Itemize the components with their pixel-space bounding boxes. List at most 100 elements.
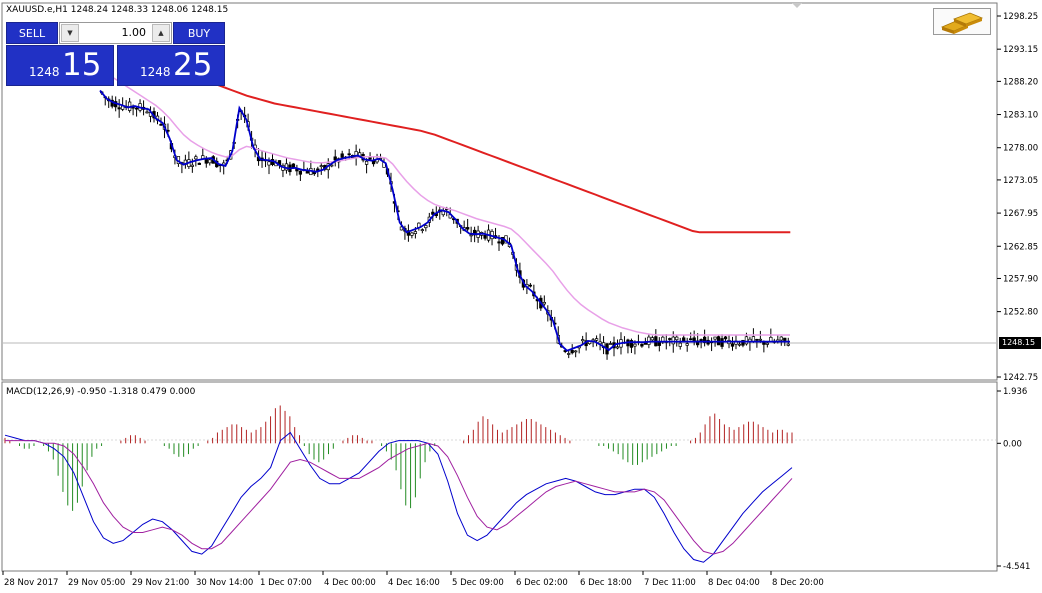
candle-body <box>608 343 613 345</box>
candle-body <box>737 343 742 346</box>
candle-body <box>713 336 717 340</box>
buy-price-major: 1248 <box>140 65 171 79</box>
time-tick-label: 8 Dec 04:00 <box>708 578 760 588</box>
candle-body <box>581 339 585 342</box>
candle-body <box>668 338 672 340</box>
price-tick-label: 1257.90 <box>1003 274 1038 284</box>
candle-body <box>330 164 334 167</box>
macd-tick-label: -4.541 <box>1003 562 1030 572</box>
candle-body <box>744 336 749 345</box>
price-tick-label: 1288.20 <box>1003 77 1038 87</box>
candle-body <box>159 123 163 126</box>
buy-button[interactable]: BUY <box>173 22 225 44</box>
candle-body <box>364 160 369 165</box>
candle-body <box>640 344 644 347</box>
lot-increase-button[interactable]: ▲ <box>152 24 170 42</box>
one-click-trading-panel: SELL ▼ 1.00 ▲ BUY 1248 15 1248 25 <box>6 22 225 86</box>
candle-body <box>657 342 661 346</box>
candle-body <box>567 353 571 355</box>
sell-price-major: 1248 <box>29 65 60 79</box>
candle-body <box>650 337 654 341</box>
price-tick-label: 1242.75 <box>1003 373 1038 383</box>
gold-bars-icon <box>933 8 991 35</box>
candle-body <box>702 336 707 343</box>
candle-body <box>678 342 682 347</box>
price-tick-label: 1293.15 <box>1003 45 1038 55</box>
candle-body <box>615 346 620 349</box>
price-tick-label: 1298.25 <box>1003 12 1038 22</box>
candle-body <box>786 343 790 346</box>
candle-body <box>685 343 689 346</box>
candle-body <box>305 170 309 174</box>
slow-moving-average-line <box>99 69 790 336</box>
lot-size-value[interactable]: 1.00 <box>121 26 147 39</box>
candle-body <box>431 211 435 215</box>
candle-body <box>347 153 351 156</box>
time-tick-label: 4 Dec 16:00 <box>388 578 440 588</box>
sell-button[interactable]: SELL <box>6 22 58 44</box>
candle-body <box>298 170 303 175</box>
candle-body <box>340 153 344 158</box>
candle-body <box>723 336 728 340</box>
sell-price-button[interactable]: 1248 15 <box>6 45 114 86</box>
candle-body <box>570 350 574 354</box>
candle-body <box>145 111 149 114</box>
candle-body <box>208 159 212 164</box>
candle-body <box>730 343 735 347</box>
time-tick-label: 6 Dec 02:00 <box>516 578 568 588</box>
time-axis: 28 Nov 2017 29 Nov 05:00 29 Nov 21:00 30 No… <box>2 571 824 588</box>
macd-tick-label: 0.00 <box>1003 439 1022 449</box>
macd-axis: 1.936 0.00 -4.541 <box>997 387 1030 572</box>
candle-body <box>758 338 763 341</box>
candle-body <box>420 229 424 231</box>
candle-body <box>594 338 599 341</box>
buy-price-button[interactable]: 1248 25 <box>117 45 225 86</box>
candle-body <box>134 107 139 110</box>
candle-body <box>333 156 337 161</box>
candle-body <box>671 336 675 345</box>
candle-body <box>720 338 724 347</box>
candle-body <box>469 234 473 237</box>
price-tick-label: 1267.95 <box>1003 209 1038 219</box>
candle-body <box>197 162 201 165</box>
fast-moving-average-line <box>99 89 790 352</box>
time-tick-label: 7 Dec 11:00 <box>644 578 696 588</box>
macd-tick-label: 1.936 <box>1003 387 1027 397</box>
time-tick-label: 30 Nov 14:00 <box>196 578 253 588</box>
candle-body <box>682 337 686 342</box>
time-tick-label: 1 Dec 07:00 <box>260 578 312 588</box>
candle-body <box>675 336 679 341</box>
time-tick-label: 28 Nov 2017 <box>4 578 58 588</box>
time-tick-label: 5 Dec 09:00 <box>452 578 504 588</box>
candle-body <box>291 163 296 168</box>
candle-body <box>194 156 198 160</box>
candle-body <box>633 343 637 347</box>
lot-size-field[interactable]: ▼ 1.00 ▲ <box>59 22 172 44</box>
candle-body <box>741 339 745 346</box>
symbol-info-label: XAUUSD.e,H1 1248.24 1248.33 1248.06 1248… <box>6 5 229 15</box>
time-tick-label: 29 Nov 05:00 <box>68 578 125 588</box>
time-tick-label: 6 Dec 18:00 <box>580 578 632 588</box>
candle-body <box>574 350 578 353</box>
candle-body <box>643 342 648 345</box>
price-tick-label: 1273.05 <box>1003 176 1038 186</box>
candle-body <box>466 227 470 230</box>
candle-body <box>629 340 634 348</box>
current-price-tag: 1248.15 <box>999 337 1041 349</box>
indicator-frame <box>1 381 998 572</box>
shift-marker-icon[interactable] <box>792 3 802 8</box>
candle-body <box>410 232 414 236</box>
candle-body <box>783 337 787 341</box>
candle-body <box>528 284 533 287</box>
candle-body <box>779 336 783 341</box>
sell-price-minor: 15 <box>62 47 102 83</box>
price-tick-label: 1262.85 <box>1003 242 1038 252</box>
candle-body <box>483 234 487 239</box>
price-tick-label: 1283.10 <box>1003 111 1038 121</box>
candle-body <box>500 236 505 245</box>
time-tick-label: 4 Dec 00:00 <box>324 578 376 588</box>
candle-body <box>755 339 759 341</box>
time-tick-label: 29 Nov 21:00 <box>132 578 189 588</box>
lot-decrease-button[interactable]: ▼ <box>61 24 79 42</box>
